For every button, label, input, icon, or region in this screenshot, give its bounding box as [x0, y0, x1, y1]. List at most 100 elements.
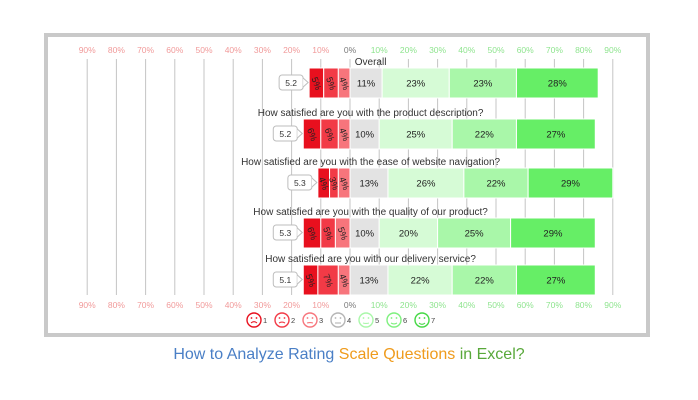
mean-value: 5.2: [285, 78, 297, 88]
category-label: How satisfied are you with our delivery …: [265, 254, 476, 265]
bottom-tick-label: 30%: [254, 300, 271, 310]
category-label: Overall: [355, 57, 387, 68]
data-label: 25%: [465, 229, 485, 240]
bottom-tick-label: 10%: [371, 300, 388, 310]
data-label: 6%: [323, 127, 337, 143]
data-label: 23%: [406, 79, 426, 90]
bar-segment: [463, 167, 529, 199]
top-tick-label: 20%: [283, 45, 300, 55]
data-label: 10%: [355, 130, 375, 141]
data-label: 4%: [337, 273, 351, 289]
bar-segment: [349, 264, 389, 296]
data-label: 29%: [543, 229, 563, 240]
bar-segment: [349, 67, 383, 99]
legend-label: 6: [403, 316, 407, 325]
data-label: 11%: [357, 79, 376, 90]
top-tick-label: 30%: [254, 45, 271, 55]
data-label: 5%: [309, 76, 323, 92]
face-eye: [395, 317, 398, 319]
bar-segment: [437, 217, 512, 249]
data-label: 4%: [337, 76, 351, 92]
face-eye: [311, 317, 314, 319]
bottom-tick-label: 0%: [344, 300, 357, 310]
bottom-tick-label: 40%: [225, 300, 242, 310]
data-label: 3%: [327, 176, 341, 192]
top-tick-label: 10%: [312, 45, 329, 55]
face-eye: [423, 317, 426, 319]
face-eye: [418, 317, 421, 319]
top-tick-label: 50%: [195, 45, 212, 55]
bottom-tick-label: 40%: [458, 300, 475, 310]
bottom-tick-label: 60%: [517, 300, 534, 310]
data-label: 29%: [561, 179, 581, 190]
bottom-tick-label: 90%: [79, 300, 96, 310]
very-satisfied-face-icon: [414, 312, 430, 328]
top-tick-label: 60%: [166, 45, 183, 55]
category-label: How satisfied are you with the ease of w…: [241, 157, 500, 168]
face-mouth: [250, 321, 258, 324]
mean-badge-pointer: [311, 177, 318, 188]
bar-segment: [387, 264, 453, 296]
legend-label: 4: [347, 316, 351, 325]
mean-badge-pointer: [296, 227, 304, 238]
data-label: 6%: [305, 127, 319, 143]
top-tick-label: 80%: [108, 45, 125, 55]
caption-part-3: in Excel?: [455, 346, 525, 363]
mean-badge-pointer: [296, 274, 304, 285]
data-label: 6%: [305, 226, 319, 242]
chart-caption: How to Analyze Rating Scale Questions in…: [0, 346, 698, 364]
top-tick-label: 70%: [137, 45, 154, 55]
data-label: 23%: [473, 79, 493, 90]
data-label: 25%: [406, 130, 426, 141]
face-eye: [362, 317, 365, 319]
bottom-tick-label: 70%: [546, 300, 563, 310]
bottom-tick-label: 80%: [575, 300, 592, 310]
legend-label: 3: [319, 316, 323, 325]
category-label: How satisfied are you with the product d…: [258, 108, 484, 119]
face-eye: [306, 317, 309, 319]
bar-segment: [515, 67, 599, 99]
data-label: 4%: [337, 176, 351, 192]
bar-segment: [448, 67, 517, 99]
data-label: 4%: [337, 127, 351, 143]
top-tick-label: 30%: [429, 45, 446, 55]
bottom-tick-label: 70%: [137, 300, 154, 310]
legend-label: 7: [431, 316, 435, 325]
data-label: 20%: [399, 229, 419, 240]
mean-badge-pointer: [302, 77, 309, 88]
top-tick-label: 50%: [487, 45, 504, 55]
face-eye: [278, 317, 281, 319]
top-tick-label: 70%: [546, 45, 563, 55]
bar-segment: [349, 217, 380, 249]
data-label: 10%: [355, 229, 375, 240]
data-label: 22%: [486, 179, 506, 190]
data-label: 5%: [321, 226, 335, 242]
mean-value: 5.3: [279, 228, 291, 238]
bottom-tick-label: 10%: [312, 300, 329, 310]
legend-label: 2: [291, 316, 295, 325]
top-tick-label: 40%: [225, 45, 242, 55]
data-label: 27%: [546, 276, 566, 287]
very-dissatisfied-face-icon: [246, 312, 262, 328]
mean-value: 5.3: [294, 178, 306, 188]
chart-frame: 90% 90% 80% 80% 70% 70% 60% 60% 50% 50% 40% 40% 30% 3…: [44, 33, 650, 337]
bar-segment: [515, 118, 596, 150]
bar-segment: [381, 67, 450, 99]
bottom-tick-label: 50%: [195, 300, 212, 310]
bottom-tick-label: 90%: [604, 300, 621, 310]
data-label: 13%: [359, 276, 379, 287]
bottom-tick-label: 20%: [400, 300, 417, 310]
rating-scale-chart: 90%90%80%80%70%70%60%60%50%50%40%40%30%3…: [79, 45, 622, 328]
bottom-tick-label: 20%: [283, 300, 300, 310]
top-tick-label: 80%: [575, 45, 592, 55]
top-tick-label: 60%: [517, 45, 534, 55]
mean-badge-pointer: [296, 128, 304, 139]
bottom-tick-label: 30%: [429, 300, 446, 310]
top-tick-label: 0%: [344, 45, 357, 55]
data-label: 5%: [304, 273, 318, 289]
bar-segment: [378, 217, 439, 249]
bottom-tick-label: 50%: [487, 300, 504, 310]
bottom-tick-label: 60%: [166, 300, 183, 310]
satisfied-face-icon: [386, 312, 402, 328]
slightly-dissatisfied-face-icon: [302, 312, 318, 328]
